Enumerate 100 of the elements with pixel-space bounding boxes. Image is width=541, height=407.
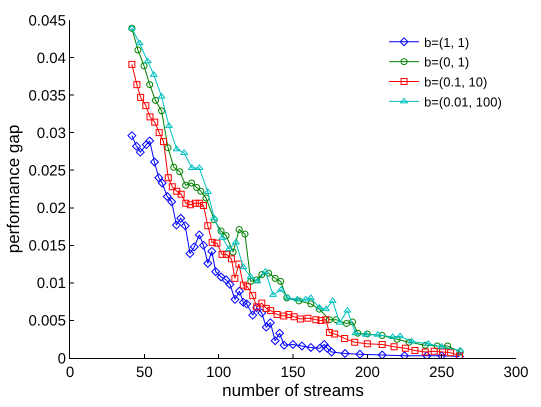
point: [222, 232, 230, 240]
point: [327, 348, 336, 356]
point: [332, 316, 340, 324]
point: [186, 201, 194, 208]
point: [248, 310, 258, 320]
point: [322, 316, 330, 324]
point: [269, 291, 278, 297]
point: [280, 312, 288, 320]
point: [170, 164, 178, 171]
point: [225, 246, 234, 252]
y-tick-label: 0.01: [36, 275, 66, 292]
point: [456, 348, 464, 356]
point: [364, 340, 371, 348]
point: [316, 306, 323, 313]
point: [238, 298, 248, 307]
point: [235, 286, 244, 296]
point: [167, 197, 176, 206]
point: [197, 188, 204, 195]
point: [168, 183, 176, 190]
point: [306, 343, 316, 352]
point: [150, 71, 158, 77]
point: [265, 270, 272, 277]
point: [408, 338, 416, 344]
point: [378, 350, 387, 358]
point: [400, 351, 409, 358]
point: [261, 268, 270, 274]
point: [172, 220, 181, 230]
point: [182, 182, 190, 189]
point: [312, 316, 320, 324]
point: [277, 278, 284, 285]
point: [328, 297, 337, 303]
point: [434, 342, 441, 350]
y-tick-label: 0.015: [28, 238, 66, 255]
point: [154, 173, 164, 182]
point: [298, 342, 306, 350]
point: [195, 164, 204, 170]
point: [326, 316, 333, 324]
point: [322, 344, 332, 353]
point: [228, 255, 235, 262]
point: [340, 349, 350, 358]
point: [317, 316, 324, 324]
point: [354, 330, 362, 337]
point: [142, 102, 150, 110]
point: [306, 294, 315, 300]
point: [239, 264, 248, 270]
point: [186, 249, 194, 258]
x-tick-label: 150: [280, 364, 306, 381]
point: [192, 200, 199, 207]
point: [267, 307, 274, 314]
point: [302, 296, 310, 302]
x-axis-title: number of streams: [222, 381, 364, 400]
legend-label: b=(0, 1): [424, 54, 470, 70]
point: [188, 164, 196, 170]
point: [132, 142, 141, 151]
point: [388, 333, 397, 339]
point: [341, 334, 348, 342]
point: [444, 342, 452, 350]
point: [222, 250, 230, 258]
x-tick-label: 300: [503, 364, 529, 381]
point: [200, 202, 207, 210]
point: [218, 250, 226, 258]
point: [173, 188, 180, 195]
point: [258, 300, 266, 307]
point: [439, 348, 446, 356]
y-tick-label: 0.005: [28, 312, 66, 330]
point: [178, 190, 185, 198]
point: [295, 297, 302, 304]
point: [378, 340, 386, 348]
legend-label: b=(0.1, 10): [424, 74, 488, 90]
point: [158, 107, 166, 114]
point: [241, 230, 248, 238]
point: [202, 194, 210, 202]
point: [351, 330, 360, 336]
y-tick-label: 0.03: [36, 124, 66, 142]
x-tick-label: 200: [354, 364, 380, 381]
point: [277, 286, 286, 292]
point: [290, 313, 298, 320]
point: [246, 273, 255, 279]
point: [193, 184, 200, 191]
point: [326, 328, 333, 336]
y-tick-label: 0.02: [36, 200, 66, 218]
point: [411, 346, 418, 354]
point: [422, 348, 429, 356]
point: [176, 214, 186, 223]
point: [288, 340, 298, 349]
point: [144, 58, 152, 64]
point: [182, 200, 190, 207]
point: [156, 129, 163, 136]
point: [196, 200, 203, 207]
point: [405, 338, 412, 346]
point: [142, 140, 151, 150]
point: [232, 238, 240, 244]
point: [164, 174, 172, 182]
point: [270, 336, 280, 346]
point: [164, 144, 172, 152]
point: [216, 272, 226, 282]
point: [422, 351, 432, 358]
point: [280, 340, 288, 350]
point: [230, 248, 237, 256]
point: [207, 246, 216, 256]
